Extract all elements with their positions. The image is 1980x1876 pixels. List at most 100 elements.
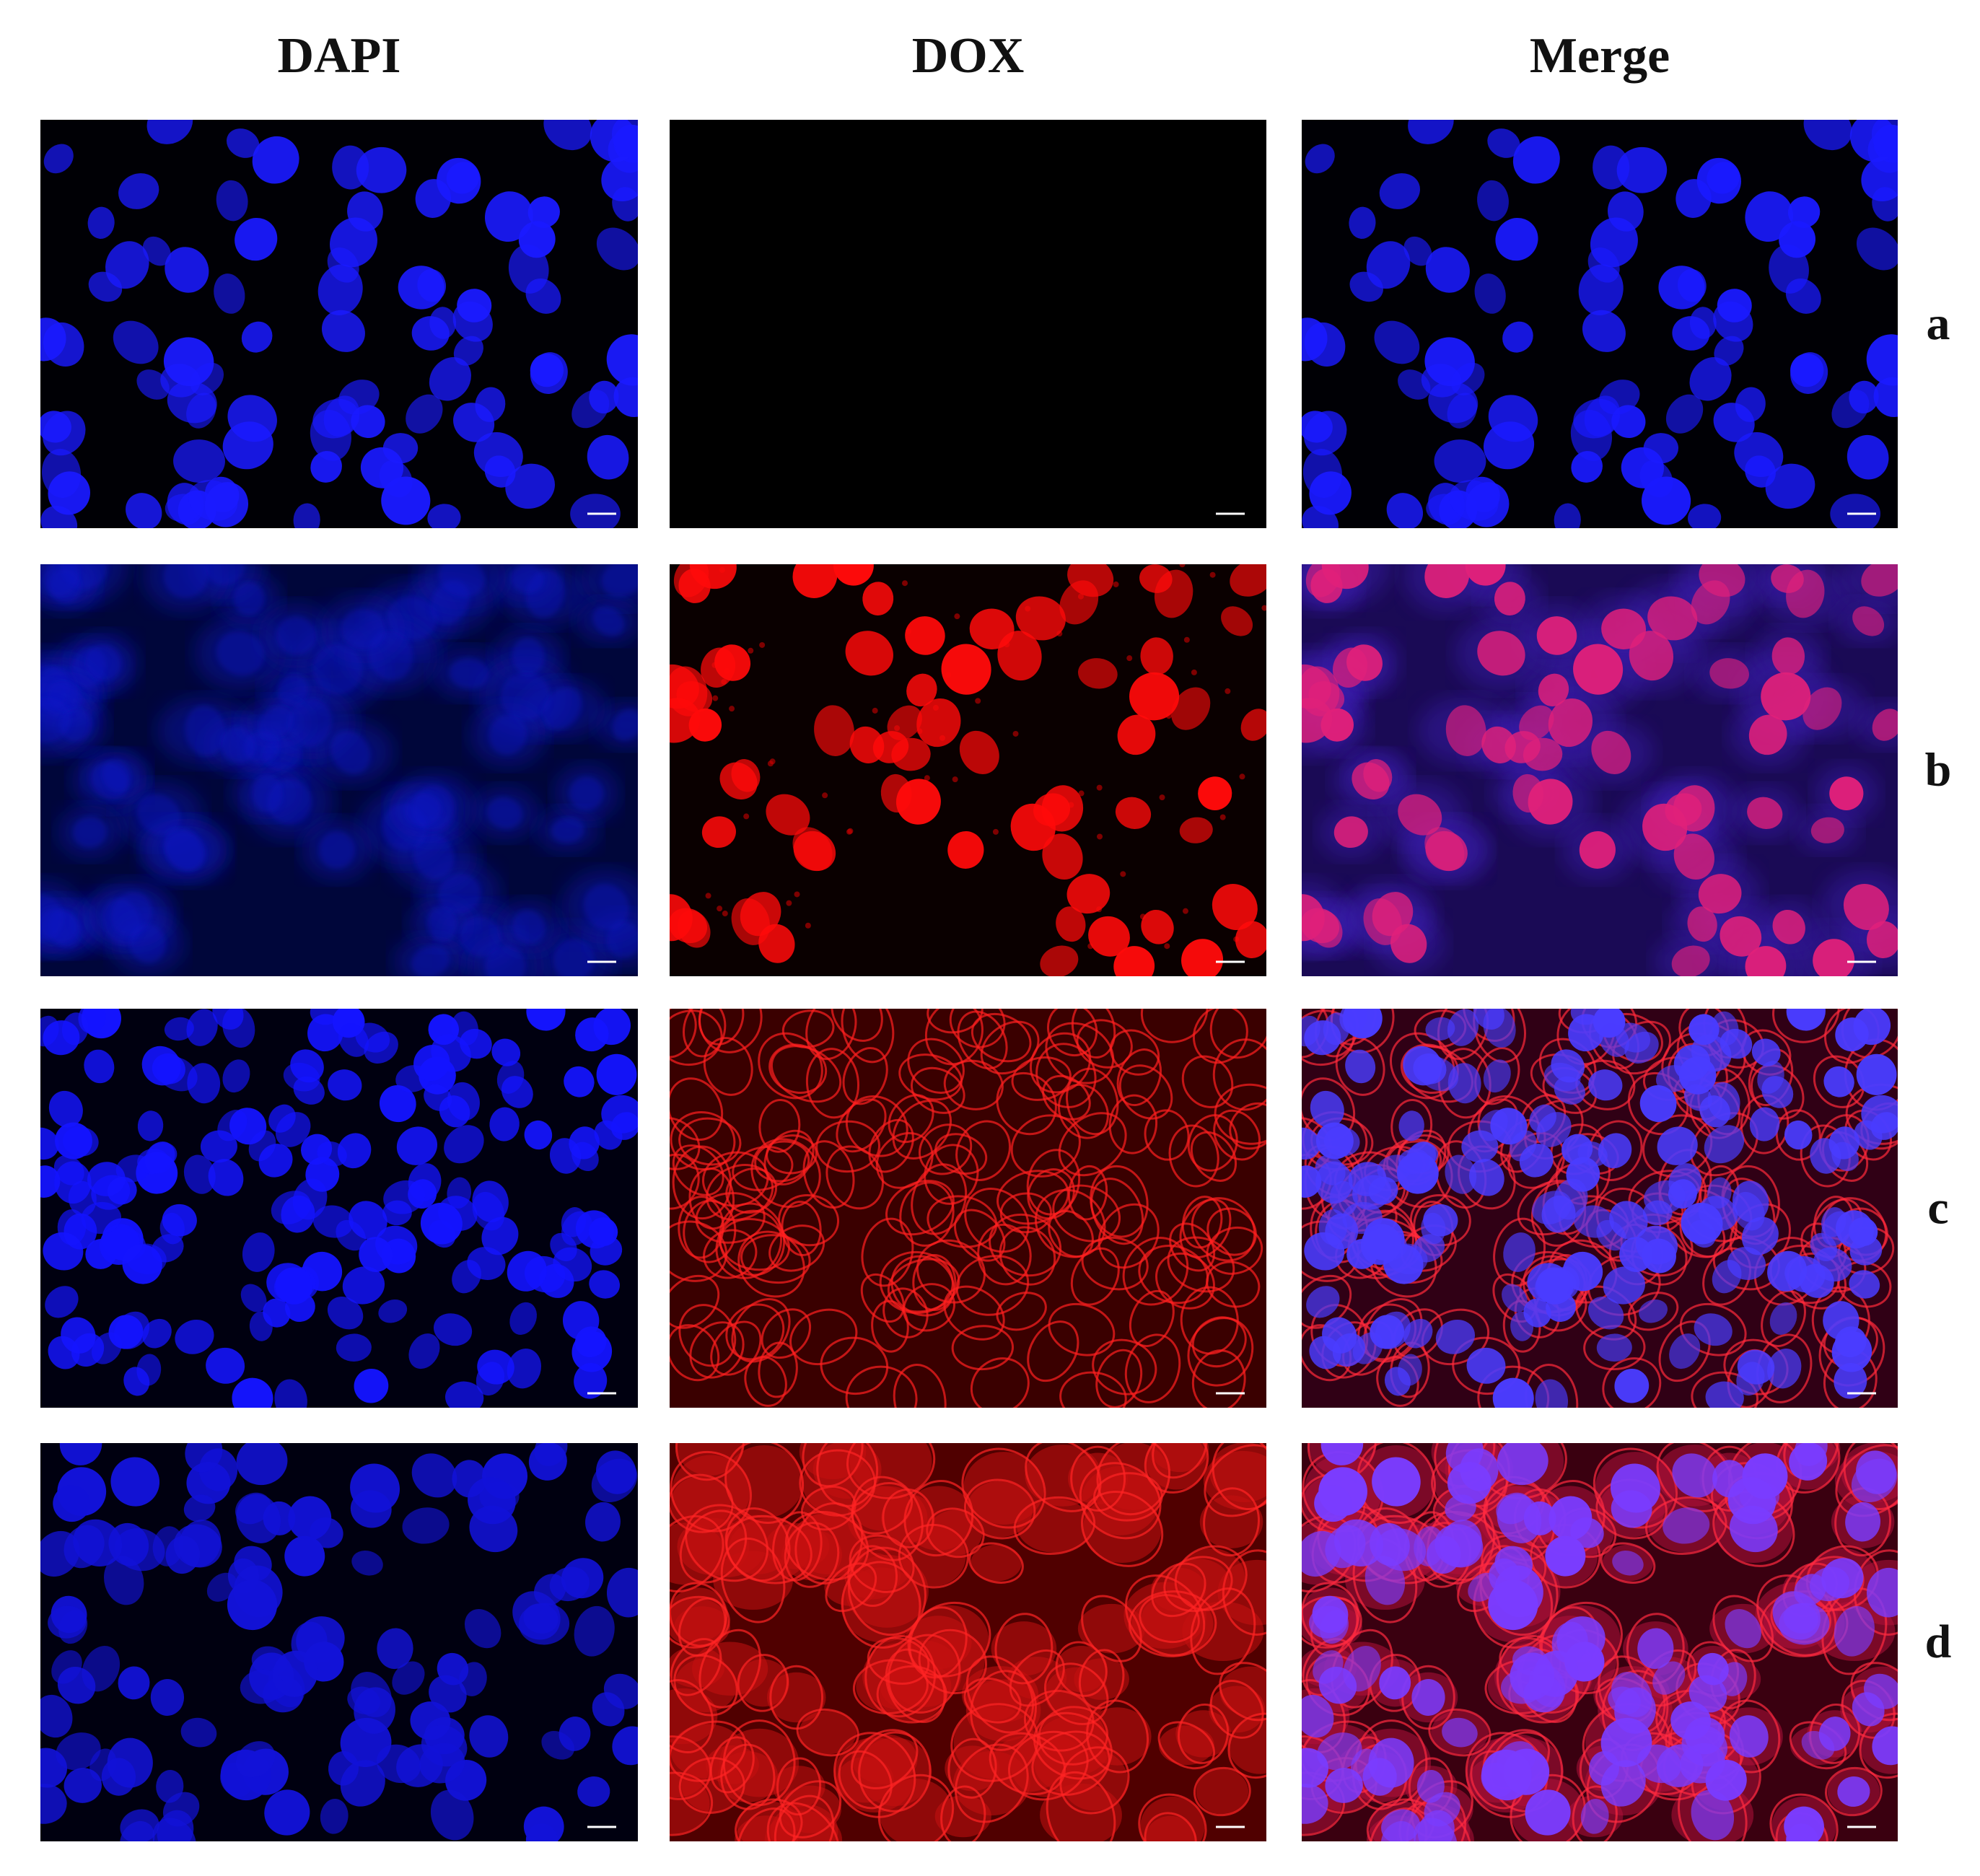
nucleus xyxy=(190,362,224,395)
nucleus xyxy=(398,266,444,310)
cell-membrane xyxy=(957,1010,1008,1070)
nucleus xyxy=(383,1180,425,1214)
cell-membrane xyxy=(1593,1447,1678,1529)
nucleus xyxy=(1866,334,1898,386)
cell-membrane xyxy=(836,1098,887,1153)
nucleus xyxy=(551,817,584,843)
nucleus xyxy=(387,596,437,641)
nucleus xyxy=(489,1107,520,1141)
nucleus xyxy=(587,434,629,480)
nucleus xyxy=(1834,1605,1875,1657)
speckle xyxy=(1120,871,1126,877)
nucleus xyxy=(350,1463,400,1513)
cell-membrane xyxy=(816,1443,879,1507)
cell-membrane xyxy=(955,1255,1030,1316)
nucleus xyxy=(126,493,162,528)
nucleus xyxy=(1673,833,1714,880)
cell-membrane xyxy=(1116,1048,1162,1107)
nucleus xyxy=(1619,1237,1653,1272)
cell-membrane xyxy=(673,1654,738,1717)
cell-membrane xyxy=(754,1140,810,1183)
nucleus xyxy=(1548,698,1593,748)
nucleus xyxy=(40,1127,59,1160)
nucleus xyxy=(1425,1017,1455,1041)
cell-membrane xyxy=(1138,1793,1207,1841)
nucleus xyxy=(527,196,560,228)
nucleus xyxy=(1600,1760,1646,1807)
nucleus xyxy=(1588,1069,1623,1101)
nucleus xyxy=(216,180,248,222)
nucleus xyxy=(1334,1519,1383,1567)
nucleus xyxy=(186,1009,218,1046)
nucleus xyxy=(281,1195,315,1233)
nucleus xyxy=(81,1201,122,1235)
nucleus xyxy=(1088,916,1130,957)
nucleus xyxy=(110,892,152,937)
nucleus xyxy=(226,128,260,158)
nucleus xyxy=(1856,1053,1897,1095)
nucleus xyxy=(1066,874,1111,914)
nucleus xyxy=(524,1120,553,1150)
nucleus xyxy=(274,1379,307,1408)
nucleus xyxy=(1469,1159,1504,1196)
nucleus xyxy=(1688,1675,1727,1713)
cell-membrane xyxy=(999,1226,1056,1286)
nucleus xyxy=(1663,1507,1710,1544)
nucleus xyxy=(1302,411,1333,443)
nucleus xyxy=(48,1605,87,1639)
speckle xyxy=(847,828,854,834)
nucleus xyxy=(1629,631,1674,681)
nucleus xyxy=(606,334,638,386)
nucleus xyxy=(1040,945,1079,976)
cell-membrane xyxy=(846,1443,936,1499)
nucleus xyxy=(1309,471,1352,515)
nucleus xyxy=(136,1354,162,1386)
nucleus xyxy=(51,1650,82,1684)
nucleus xyxy=(1141,909,1174,944)
nucleus xyxy=(1672,1453,1717,1498)
micrograph xyxy=(670,1443,1266,1841)
nucleus xyxy=(1512,136,1560,184)
cell-membrane xyxy=(1227,1712,1266,1779)
cell-membrane xyxy=(833,1732,916,1818)
cell-membrane xyxy=(943,1059,1004,1110)
cell-membrane xyxy=(670,1009,723,1066)
speckle xyxy=(952,776,958,783)
nucleus xyxy=(1786,1009,1826,1031)
cell-membrane xyxy=(1206,1207,1257,1256)
cell-membrane xyxy=(1769,1793,1839,1841)
nucleus xyxy=(338,380,380,415)
cell-membrane xyxy=(1679,1302,1747,1356)
micrograph xyxy=(40,1009,638,1408)
speckle xyxy=(712,695,719,701)
nucleus xyxy=(541,1730,574,1760)
cell-membrane xyxy=(1124,1574,1206,1657)
speckle xyxy=(849,551,854,556)
cell-membrane xyxy=(887,1258,960,1313)
nucleus xyxy=(1852,606,1885,636)
nucleus xyxy=(1665,793,1702,827)
nucleus xyxy=(941,644,991,695)
cell-membrane xyxy=(1214,1083,1266,1145)
nucleus xyxy=(204,564,245,586)
nucleus xyxy=(413,1044,450,1082)
cell-membrane xyxy=(903,1480,974,1557)
cytoplasm xyxy=(670,1688,718,1745)
cell-membrane xyxy=(999,1192,1052,1234)
cell-membrane xyxy=(737,1230,805,1298)
cell-membrane xyxy=(831,1009,883,1042)
nucleus xyxy=(1342,1201,1383,1235)
cell-membrane xyxy=(841,1561,921,1649)
nucleus xyxy=(592,1692,625,1727)
nucleus xyxy=(446,162,480,194)
nucleus xyxy=(48,471,91,515)
nucleus xyxy=(1381,1809,1421,1841)
cell-membrane xyxy=(670,1595,730,1649)
nucleus xyxy=(1302,908,1340,944)
nucleus xyxy=(351,1672,392,1717)
nucleus xyxy=(321,310,365,352)
nucleus xyxy=(1580,1798,1609,1834)
cell-membrane xyxy=(940,1785,986,1841)
nucleus xyxy=(453,336,483,366)
speckle xyxy=(924,775,930,781)
